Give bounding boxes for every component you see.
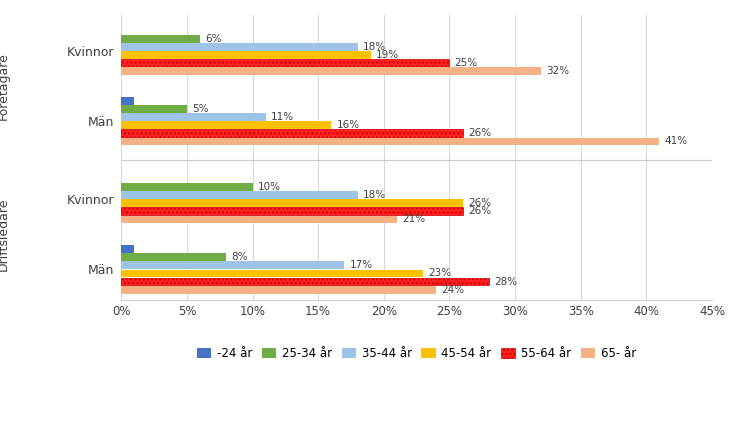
Text: Driftsledare: Driftsledare [0, 197, 10, 271]
Bar [121, 245, 135, 253]
Text: 18%: 18% [363, 190, 386, 200]
Bar [121, 138, 659, 145]
Bar [121, 59, 449, 67]
Text: 25%: 25% [454, 58, 478, 68]
Legend: -24 år, 25-34 år, 35-44 år, 45-54 år, 55-64 år, 65- år: -24 år, 25-34 år, 35-44 år, 45-54 år, 55… [192, 343, 641, 365]
Bar [121, 191, 357, 199]
Bar [121, 278, 489, 285]
Text: 26%: 26% [468, 128, 491, 138]
Bar [121, 43, 357, 51]
Bar [121, 97, 135, 105]
Text: 19%: 19% [376, 50, 399, 60]
Bar [121, 216, 397, 224]
Text: 23%: 23% [428, 269, 451, 278]
Bar [121, 105, 187, 113]
Text: 21%: 21% [402, 214, 426, 224]
Text: 11%: 11% [271, 112, 294, 122]
Text: 32%: 32% [547, 66, 570, 76]
Text: 10%: 10% [258, 182, 280, 192]
Bar [121, 208, 462, 215]
Bar [121, 269, 423, 277]
Bar [121, 130, 462, 137]
Bar [121, 113, 266, 121]
Bar [121, 261, 344, 269]
Text: Företagare: Företagare [0, 52, 10, 120]
Text: 26%: 26% [468, 198, 491, 208]
Bar [121, 67, 542, 75]
Text: 16%: 16% [337, 120, 360, 130]
Text: 18%: 18% [363, 42, 386, 52]
Text: 17%: 17% [350, 260, 373, 270]
Bar [121, 286, 437, 293]
Bar [121, 51, 371, 59]
Bar [121, 199, 462, 207]
Bar [121, 121, 332, 129]
Text: 6%: 6% [205, 33, 222, 44]
Text: 28%: 28% [494, 277, 517, 287]
Text: 8%: 8% [232, 252, 248, 262]
Bar [121, 183, 252, 191]
Text: 26%: 26% [468, 206, 491, 216]
Text: 5%: 5% [192, 104, 209, 114]
Bar [121, 253, 226, 261]
Text: 24%: 24% [442, 285, 465, 295]
Bar [121, 35, 200, 42]
Text: 41%: 41% [665, 136, 688, 146]
